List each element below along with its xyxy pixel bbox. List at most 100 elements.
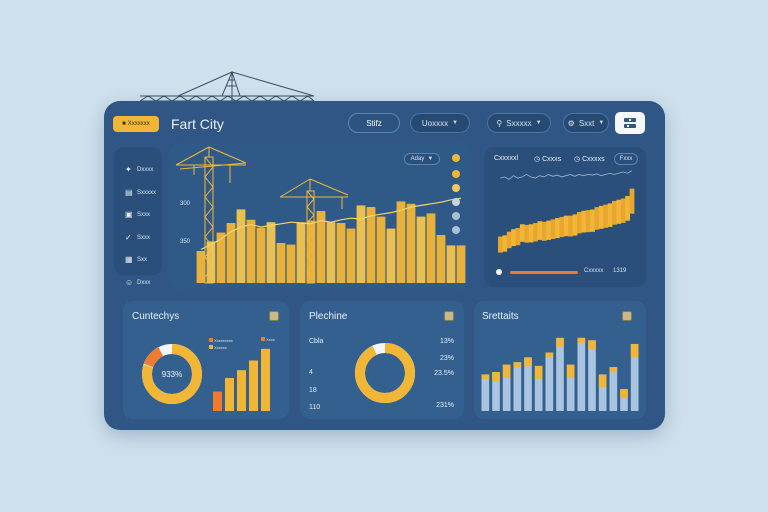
legend-label: Xxxxxxxxx <box>214 338 233 343</box>
bar-cap <box>524 357 532 367</box>
area-segment <box>515 227 521 246</box>
area-segment <box>533 223 538 242</box>
right-tab-label: Fxxx <box>619 156 633 162</box>
donut-arc-secondary <box>142 344 202 404</box>
bar <box>588 340 596 411</box>
search-dropdown[interactable]: ⚲ Sxxxxx ▼ <box>487 113 551 133</box>
legend-dot[interactable] <box>452 170 460 178</box>
tab-label: Sxxxxx <box>506 118 532 128</box>
bar <box>534 365 543 411</box>
area-segment <box>563 215 569 237</box>
chevron-down-icon: ▼ <box>452 120 459 126</box>
bar <box>266 222 276 283</box>
range-dropdown-label: Aday <box>410 156 425 162</box>
bar <box>598 374 607 411</box>
area-segment <box>576 212 582 234</box>
area-segment <box>506 231 512 249</box>
panel-cuntechys: Cuntechys 933% Xxxxxxxxx Xxxxxx Xxxx <box>123 301 289 419</box>
right-tab-label: Cxxxxs <box>582 156 605 163</box>
area-segment <box>537 221 543 240</box>
bar <box>416 216 426 283</box>
bar <box>306 220 316 283</box>
bar <box>481 374 490 411</box>
bar <box>196 251 206 283</box>
area-segment <box>625 196 631 221</box>
bar <box>524 357 532 411</box>
right-tab-1[interactable]: Cxxxxxl <box>494 155 519 162</box>
row-label: 110 <box>309 404 321 411</box>
donut-arc <box>142 344 202 404</box>
tab-label: Stifz <box>366 118 382 128</box>
sidebar-item-6[interactable]: ☺ Dxxx <box>114 272 162 295</box>
header-badge[interactable]: ■ Xxxxxxx <box>113 116 159 132</box>
bar <box>609 367 618 411</box>
bar-cap <box>481 374 490 380</box>
lock-icon: ■ <box>122 121 126 127</box>
trend-line <box>200 197 462 250</box>
legend-item: Xxxxxxxxx <box>209 337 233 344</box>
bar <box>206 241 216 283</box>
area-segment <box>620 198 626 223</box>
area-segment <box>528 224 534 243</box>
bar <box>226 223 236 283</box>
legend-item: Xxxxxx <box>209 344 233 351</box>
bar <box>406 203 416 283</box>
row-label: 4 <box>309 369 313 376</box>
tab-label: Sxxt <box>578 118 595 128</box>
sidebar-item-3[interactable]: ▣ Sxxx <box>114 204 162 227</box>
tab-stifz[interactable]: Stifz <box>348 113 400 133</box>
bar-cap <box>566 364 575 378</box>
panel-three-bar-chart <box>481 337 639 411</box>
sidebar-item-2[interactable]: ▤ Sxxxxx <box>114 182 162 205</box>
edit-icon[interactable] <box>444 311 454 321</box>
sidebar-item-1[interactable]: ✦ Dxxxx <box>114 159 162 182</box>
bar <box>436 235 446 283</box>
bar-cap <box>556 337 564 347</box>
bar <box>630 343 639 411</box>
legend-dot[interactable] <box>452 212 460 220</box>
tab-label: Uoxxxx <box>421 118 449 128</box>
right-tab-4[interactable]: Fxxx <box>614 153 638 165</box>
right-tab-3[interactable]: ◷ Cxxxxs <box>574 155 605 163</box>
edit-icon[interactable] <box>269 311 279 321</box>
legend-dot[interactable] <box>452 154 460 162</box>
bar <box>356 205 366 283</box>
range-dropdown[interactable]: Aday ▼ <box>404 153 440 165</box>
progress-bar <box>510 271 578 274</box>
area-segment <box>585 210 591 233</box>
bar <box>326 222 336 283</box>
bar <box>256 227 266 283</box>
area-segment <box>519 224 525 242</box>
bar-cap <box>502 364 511 378</box>
bar <box>566 364 575 411</box>
settings-dropdown[interactable]: ⚙ Sxxt ▼ <box>563 113 609 133</box>
bar <box>346 228 356 283</box>
legend-dot[interactable] <box>452 226 460 234</box>
row-value: 23% <box>439 355 454 362</box>
bar <box>286 244 296 283</box>
progress-start-dot[interactable] <box>496 269 502 275</box>
row-value: 231% <box>436 402 454 409</box>
tools-icon: ✓ <box>125 232 132 242</box>
donut-arc <box>355 343 415 403</box>
bar <box>225 377 234 411</box>
area-segment <box>581 210 587 233</box>
bar-cap <box>620 389 628 399</box>
area-segment <box>550 219 556 239</box>
legend-dot[interactable] <box>452 184 460 192</box>
legend-dot[interactable] <box>452 198 460 206</box>
bar-cap <box>577 337 586 343</box>
bar <box>446 245 456 283</box>
tab-dropdown-1[interactable]: Uoxxxx ▼ <box>410 113 470 133</box>
sidebar-item-4[interactable]: ✓ Sxxx <box>114 227 162 250</box>
building-icon: ▤ <box>125 187 133 197</box>
menu-button[interactable] <box>615 112 645 134</box>
right-tab-2[interactable]: ◷ Cxxxs <box>534 155 561 163</box>
chevron-down-icon: ▼ <box>535 120 542 126</box>
y-tick-label: 300 <box>180 201 191 207</box>
sidebar-item-label: Sxxx <box>137 212 151 219</box>
sidebar-item-label: Dxxxx <box>137 167 154 174</box>
sidebar-item-5[interactable]: ▦ Sxx <box>114 249 162 272</box>
bar <box>249 360 258 411</box>
edit-icon[interactable] <box>622 311 632 321</box>
